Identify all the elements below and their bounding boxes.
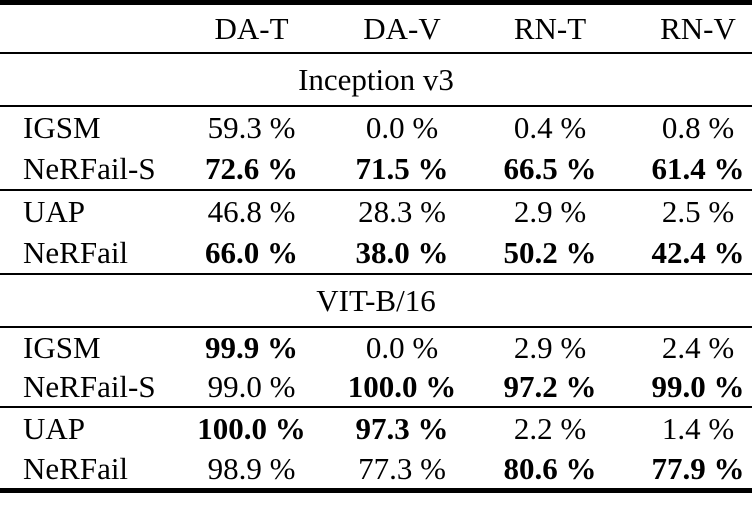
- corner-cell: [0, 2, 175, 54]
- section-row-inception-v3: Inception v3: [0, 52, 752, 107]
- row-label: NeRFail: [0, 231, 175, 275]
- cell-value: 38.0 %: [328, 231, 476, 275]
- row-nerfail-s-inception: NeRFail-S 72.6 % 71.5 % 66.5 % 61.4 %: [0, 147, 752, 191]
- cell-value: 2.4 %: [661, 329, 735, 365]
- cell-value: 61.4 %: [624, 147, 752, 191]
- row-nerfail-inception: NeRFail 66.0 % 38.0 % 50.2 % 42.4 %: [0, 231, 752, 275]
- cell-value: 80.6 %: [503, 450, 597, 486]
- cell-value: 99.0 %: [624, 366, 752, 408]
- cell-value: 1.4 %: [661, 410, 735, 446]
- row-igsm-inception: IGSM 59.3 % 0.0 % 0.4 % 0.8 %: [0, 106, 752, 148]
- row-label: NeRFail-S: [0, 366, 175, 408]
- cell-value: 42.4 %: [624, 231, 752, 275]
- cell-value: 100.0 %: [328, 366, 476, 408]
- cell-value: 99.0 %: [175, 366, 328, 408]
- col-header-da-v: DA-V: [328, 2, 476, 54]
- cell-value: 77.3 %: [358, 450, 446, 486]
- col-header-rn-v: RN-V: [624, 2, 752, 54]
- cell-value: 0.0 %: [365, 329, 439, 365]
- row-nerfail-s-vit: NeRFail-S 99.0 % 100.0 % 97.2 % 99.0 %: [0, 366, 752, 408]
- section-title-inception-v3: Inception v3: [0, 52, 752, 107]
- cell-value: 98.9 %: [207, 450, 296, 486]
- col-header-da-t: DA-T: [175, 2, 328, 54]
- col-header-rn-t: RN-T: [476, 2, 624, 54]
- cell-value: 0.4 %: [513, 109, 587, 145]
- header-row: DA-T DA-V RN-T RN-V: [0, 2, 752, 54]
- row-label: UAP: [23, 193, 86, 229]
- cell-value: 66.5 %: [476, 147, 624, 191]
- cell-value: 97.2 %: [476, 366, 624, 408]
- row-label: IGSM: [23, 109, 101, 145]
- section-title-vit-b16: VIT-B/16: [0, 273, 752, 328]
- section-row-vit-b16: VIT-B/16: [0, 273, 752, 328]
- cell-value: 71.5 %: [328, 147, 476, 191]
- cell-value: 66.0 %: [175, 231, 328, 275]
- row-nerfail-vit: NeRFail 98.9 % 77.3 % 80.6 % 77.9 %: [0, 449, 752, 491]
- cell-value: 46.8 %: [207, 193, 296, 229]
- row-label: NeRFail-S: [0, 147, 175, 191]
- cell-value: 0.8 %: [661, 109, 735, 145]
- row-label: NeRFail: [23, 450, 129, 486]
- row-uap-inception: UAP 46.8 % 28.3 % 2.9 % 2.5 %: [0, 190, 752, 232]
- cell-value: 2.9 %: [513, 329, 587, 365]
- row-uap-vit: UAP 100.0 % 97.3 % 2.2 % 1.4 %: [0, 407, 752, 449]
- row-igsm-vit: IGSM 99.9 % 0.0 % 2.9 % 2.4 %: [0, 327, 752, 367]
- cell-value: 97.3 %: [355, 410, 449, 446]
- cell-value: 2.2 %: [513, 410, 587, 446]
- cell-value: 100.0 %: [197, 410, 306, 446]
- cell-value: 99.9 %: [205, 329, 298, 365]
- row-label: IGSM: [23, 329, 101, 365]
- cell-value: 59.3 %: [207, 109, 296, 145]
- cell-value: 2.5 %: [661, 193, 735, 229]
- cell-value: 0.0 %: [365, 109, 439, 145]
- cell-value: 77.9 %: [651, 450, 745, 486]
- cell-value: 2.9 %: [513, 193, 587, 229]
- cell-value: 28.3 %: [358, 193, 446, 229]
- cell-value: 50.2 %: [476, 231, 624, 275]
- row-label: UAP: [23, 410, 86, 446]
- cell-value: 72.6 %: [175, 147, 328, 191]
- attack-success-table: DA-T DA-V RN-T RN-V Inception v3 IGSM 59…: [0, 0, 752, 493]
